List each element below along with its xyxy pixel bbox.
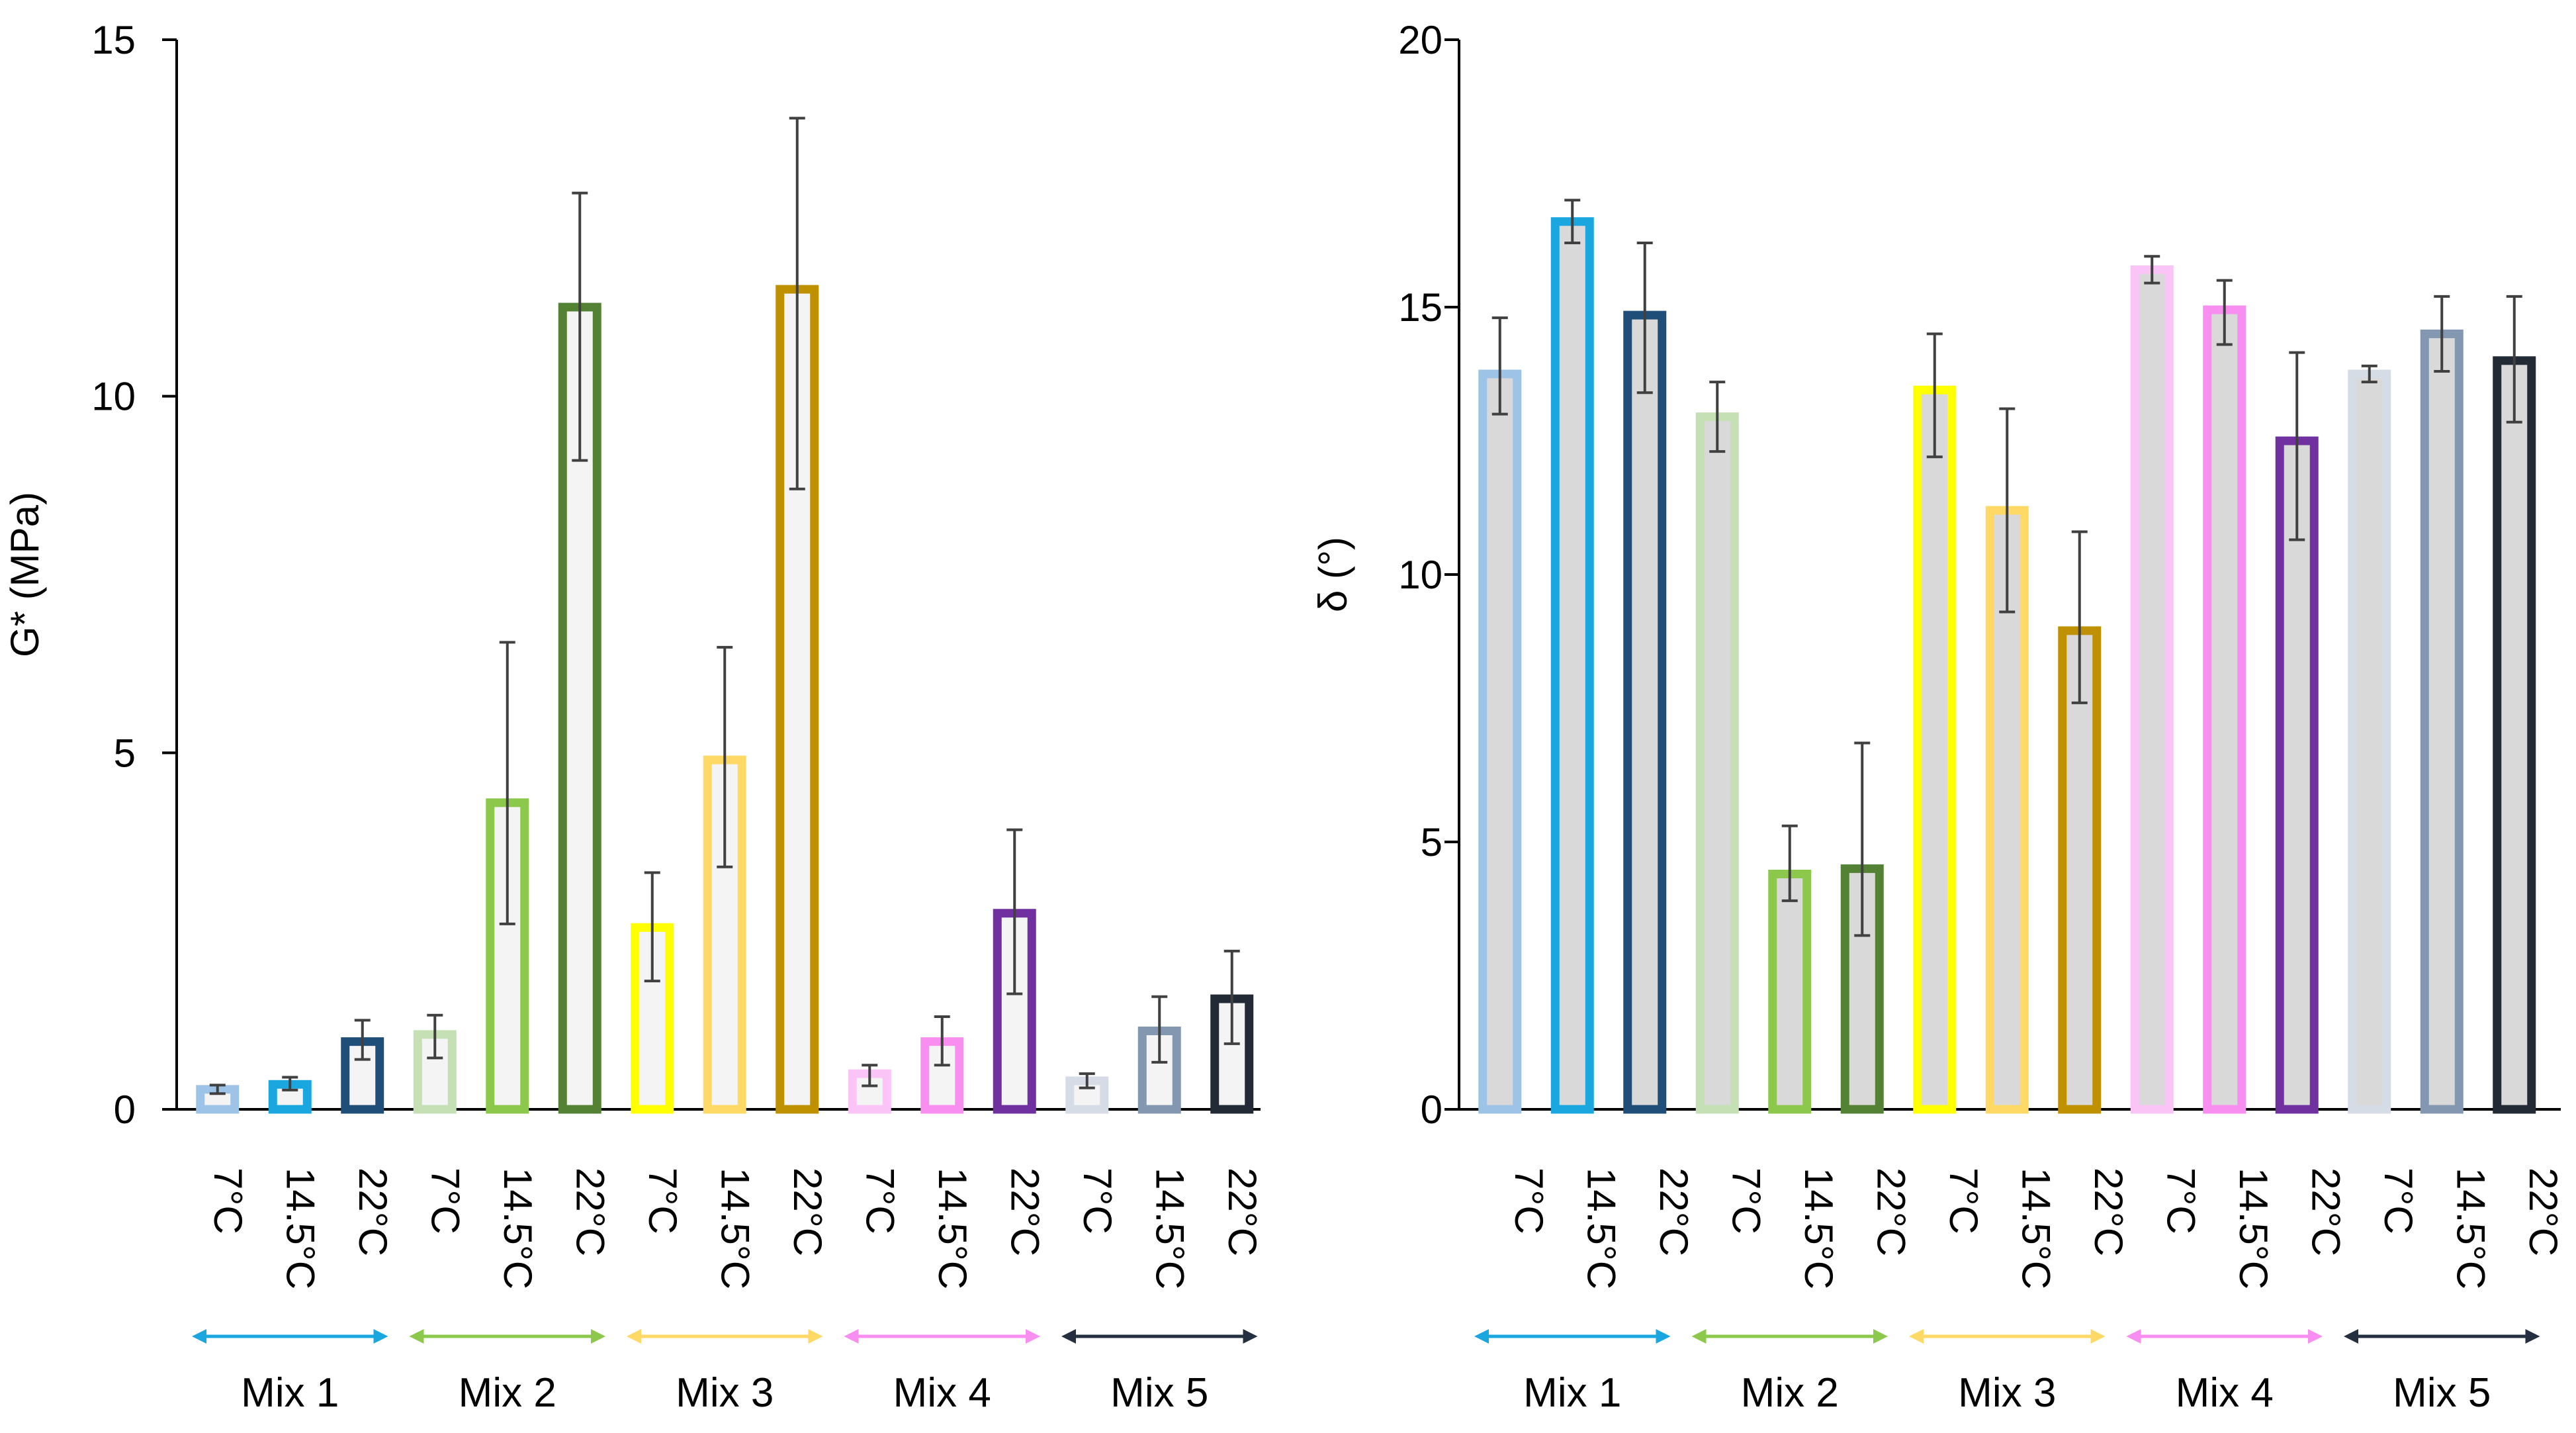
group-label: Mix 5 <box>2393 1370 2491 1416</box>
y-tick-label: 15 <box>91 18 136 62</box>
category-label: 7°C <box>1507 1168 1551 1234</box>
category-label: 14.5°C <box>930 1168 975 1289</box>
category-label: 22°C <box>568 1168 613 1256</box>
category-label: 14.5°C <box>2449 1168 2493 1289</box>
y-tick-label: 10 <box>91 375 136 419</box>
arrow-right-icon <box>2090 1329 2106 1344</box>
category-label: 22°C <box>2521 1168 2565 1256</box>
bar <box>1623 310 1667 1114</box>
arrow-left-icon <box>844 1329 859 1344</box>
bar <box>1550 217 1594 1114</box>
category-label: 14.5°C <box>2231 1168 2276 1289</box>
arrow-right-icon <box>1656 1329 1671 1344</box>
bar <box>1695 412 1739 1114</box>
y-tick-label: 20 <box>1398 18 1443 62</box>
arrow-right-icon <box>2525 1329 2540 1344</box>
category-label: 22°C <box>351 1168 395 1256</box>
bar <box>2493 356 2536 1114</box>
group-label: Mix 1 <box>241 1370 339 1416</box>
arrow-left-icon <box>409 1329 424 1344</box>
arrow-right-icon <box>1026 1329 1040 1344</box>
arrow-right-icon <box>2308 1329 2323 1344</box>
arrow-left-icon <box>1909 1329 1924 1344</box>
bar <box>1478 369 1522 1114</box>
group-label: Mix 3 <box>676 1370 774 1416</box>
arrow-left-icon <box>2344 1329 2358 1344</box>
arrow-right-icon <box>373 1329 388 1344</box>
y-tick-label: 0 <box>114 1087 136 1132</box>
y-tick-label: 5 <box>114 731 136 775</box>
bar <box>1768 869 1812 1114</box>
bar <box>2348 369 2391 1114</box>
arrow-left-icon <box>1691 1329 1707 1344</box>
y-tick-label: 5 <box>1421 820 1443 864</box>
category-label: 14.5°C <box>713 1168 758 1289</box>
group-label: Mix 2 <box>1741 1370 1839 1416</box>
arrow-right-icon <box>591 1329 605 1344</box>
arrow-left-icon <box>192 1329 206 1344</box>
y-tick-label: 15 <box>1398 285 1443 330</box>
group-label: Mix 5 <box>1110 1370 1208 1416</box>
category-label: 7°C <box>858 1168 903 1234</box>
group-label: Mix 2 <box>459 1370 556 1416</box>
category-label: 7°C <box>423 1168 468 1234</box>
category-label: 14.5°C <box>1148 1168 1192 1289</box>
arrow-left-icon <box>2126 1329 2141 1344</box>
category-label: 7°C <box>641 1168 685 1234</box>
y-tick-label: 10 <box>1398 553 1443 597</box>
arrow-left-icon <box>1474 1329 1489 1344</box>
arrow-left-icon <box>627 1329 641 1344</box>
category-label: 7°C <box>2376 1168 2421 1234</box>
category-label: 7°C <box>1724 1168 1769 1234</box>
bar <box>2203 305 2246 1114</box>
category-label: 22°C <box>785 1168 830 1256</box>
group-label: Mix 4 <box>2176 1370 2274 1416</box>
category-label: 22°C <box>2086 1168 2131 1256</box>
arrow-right-icon <box>1243 1329 1258 1344</box>
arrow-right-icon <box>808 1329 823 1344</box>
arrow-right-icon <box>1873 1329 1888 1344</box>
category-label: 7°C <box>1941 1168 1986 1234</box>
category-label: 14.5°C <box>496 1168 540 1289</box>
category-label: 22°C <box>1652 1168 1696 1256</box>
bar <box>2420 329 2464 1114</box>
category-label: 22°C <box>2304 1168 2348 1256</box>
bar <box>1913 385 1957 1114</box>
arrow-left-icon <box>1061 1329 1076 1344</box>
category-label: 7°C <box>1075 1168 1120 1234</box>
group-label: Mix 4 <box>893 1370 991 1416</box>
category-label: 22°C <box>1869 1168 1914 1256</box>
chart-2: 0 5 10 15 20 δ (°) 7°C 14.5°C 22°C 7°C 14.5°C 22°C 7… <box>1311 18 2565 1416</box>
category-label: 7°C <box>206 1168 250 1234</box>
bar <box>1137 1026 1181 1114</box>
category-label: 14.5°C <box>1797 1168 1841 1289</box>
category-label: 7°C <box>2159 1168 2203 1234</box>
y-axis-title: G* (MPa) <box>3 492 47 657</box>
group-label: Mix 3 <box>1958 1370 2056 1416</box>
bar <box>413 1030 457 1114</box>
bar <box>2275 436 2319 1114</box>
y-axis-title: δ (°) <box>1311 537 1355 612</box>
y-tick-label: 0 <box>1421 1087 1443 1132</box>
category-label: 14.5°C <box>279 1168 323 1289</box>
group-label: Mix 1 <box>1523 1370 1621 1416</box>
category-label: 22°C <box>1220 1168 1265 1256</box>
category-label: 14.5°C <box>2014 1168 2059 1289</box>
chart-1: 0 5 10 15 G* (MPa) 7°C 14.5°C 22°C 7°C 14.5°C 22°C… <box>3 18 1265 1416</box>
category-label: 14.5°C <box>1579 1168 1624 1289</box>
category-label: 22°C <box>1003 1168 1047 1256</box>
bar <box>2130 265 2174 1114</box>
